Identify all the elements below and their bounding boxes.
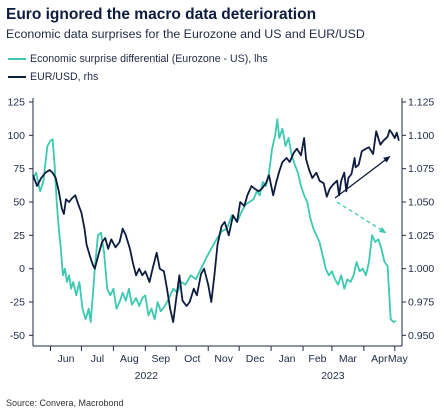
x-tick-label: Jun [58, 353, 75, 365]
legend-label-eurusd: EUR/USD, rhs [30, 71, 99, 83]
source-note: Source: Convera, Macrobond [6, 398, 124, 408]
series-line-surprise [32, 118, 397, 323]
annotation-arrow-eurusd [334, 156, 391, 199]
y-right-tick-label: 0.975 [408, 297, 434, 309]
x-tick-label: May [388, 353, 409, 365]
x-tick-label: Aug [120, 353, 139, 365]
x-tick-label: Jan [279, 353, 296, 365]
y-left-tick-label: -25 [10, 297, 25, 309]
x-year-label: 2023 [321, 370, 345, 382]
chart-title: Euro ignored the macro data deterioratio… [6, 6, 317, 23]
y-right-tick-label: 1.125 [408, 97, 434, 109]
x-tick-label: Dec [246, 353, 265, 365]
x-tick-label: Jul [91, 353, 104, 365]
y-left-tick-label: 125 [7, 97, 25, 109]
y-right-tick-label: 1.050 [408, 197, 434, 209]
series-line-eurusd [32, 129, 400, 323]
y-left-tick-label: 100 [7, 130, 25, 142]
y-left-tick-label: 0 [19, 263, 25, 275]
x-tick-label: Oct [184, 353, 200, 365]
x-tick-label: Nov [214, 353, 233, 365]
legend-swatch-surprise [8, 58, 26, 60]
y-left-tick-label: 50 [13, 197, 25, 209]
x-tick-label: Feb [308, 353, 326, 365]
y-left-tick-label: 75 [13, 163, 25, 175]
x-tick-label: Sep [151, 353, 170, 365]
chart-subtitle: Economic data surprises for the Eurozone… [6, 27, 365, 41]
legend-item-eurusd: EUR/USD, rhs [8, 68, 268, 86]
y-right-tick-label: 1.100 [408, 130, 434, 142]
series-group [32, 118, 400, 323]
y-right-tick-label: 1.000 [408, 263, 434, 275]
legend: Economic surprise differential (Eurozone… [8, 50, 268, 86]
y-left-tick-label: -50 [10, 330, 25, 342]
y-right-tick-label: 0.950 [408, 330, 434, 342]
annotations-group [334, 156, 391, 234]
legend-label-surprise: Economic surprise differential (Eurozone… [30, 53, 268, 65]
y-left-tick-label: 25 [13, 230, 25, 242]
x-year-label: 2022 [135, 370, 159, 382]
y-right-tick-label: 1.025 [408, 230, 434, 242]
x-tick-label: Mar [339, 353, 358, 365]
legend-swatch-eurusd [8, 76, 26, 78]
y-right-tick-label: 1.075 [408, 163, 434, 175]
x-tick-label: Apr [371, 353, 388, 365]
legend-item-surprise: Economic surprise differential (Eurozone… [8, 50, 268, 68]
annotation-arrow-surprise [336, 201, 387, 234]
axes-group: 125 100 75 50 25 0 -25 -50 1.125 1.100 1.075 1.050 1… [7, 97, 434, 383]
